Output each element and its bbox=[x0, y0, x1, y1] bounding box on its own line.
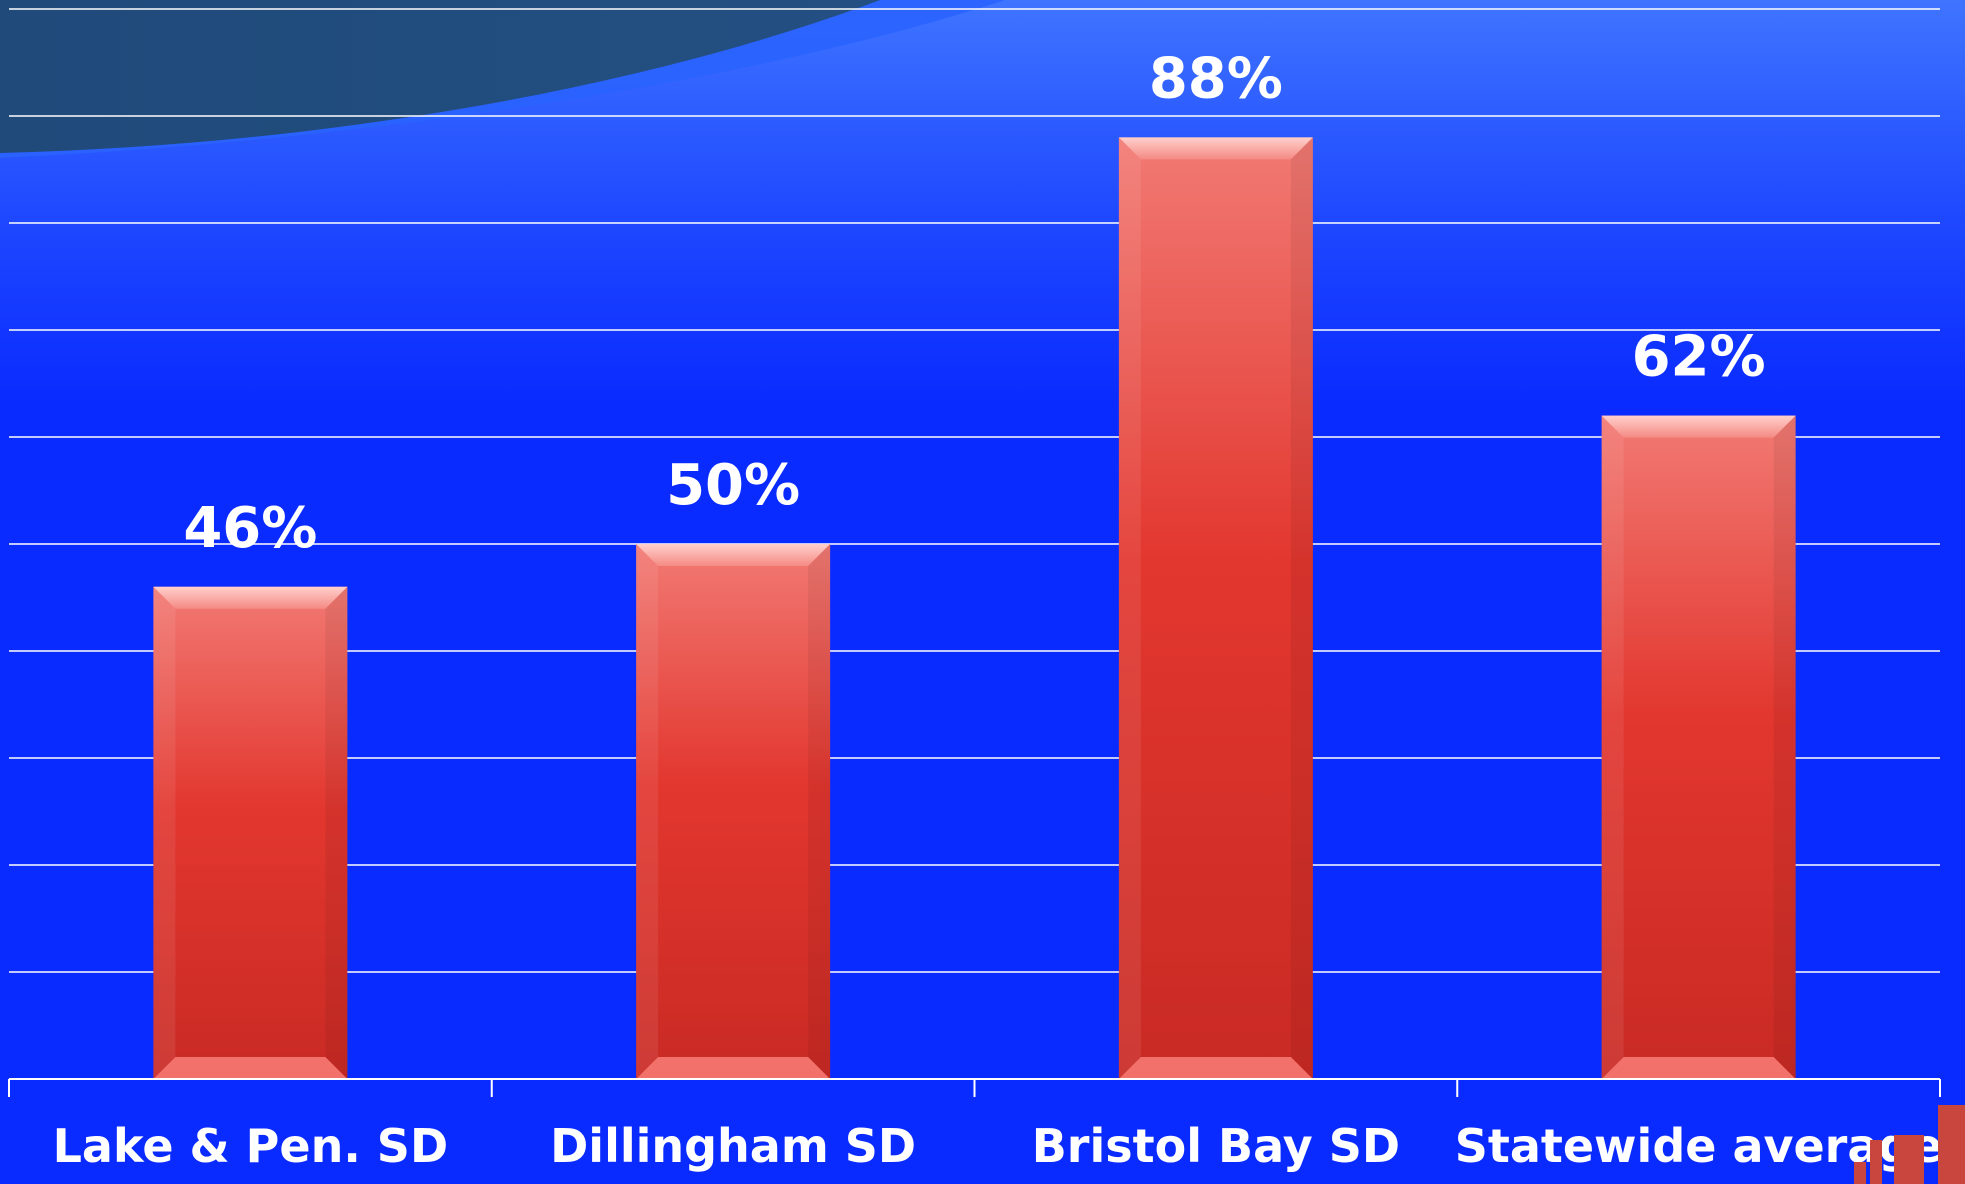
bar-bevel-bottom bbox=[636, 1057, 831, 1079]
category-label: Dillingham SD bbox=[550, 1119, 916, 1173]
bars bbox=[153, 137, 1796, 1080]
value-label: 62% bbox=[1632, 325, 1766, 390]
value-label: 46% bbox=[183, 496, 317, 561]
bar-bevel-left bbox=[1118, 137, 1141, 1079]
value-label: 88% bbox=[1149, 46, 1283, 111]
bar-bevel-top bbox=[1601, 415, 1796, 438]
bar-3 bbox=[1601, 415, 1796, 1080]
bar-bevel-bottom bbox=[153, 1057, 348, 1079]
bar-body bbox=[153, 586, 348, 1079]
decorative-swoosh bbox=[0, 0, 880, 153]
bar-bevel-left bbox=[636, 544, 659, 1079]
bar-2 bbox=[1118, 137, 1313, 1079]
corner-bars-logo bbox=[1854, 1105, 1965, 1184]
bar-bevel-top bbox=[153, 586, 348, 609]
category-label: Statewide average bbox=[1455, 1119, 1943, 1173]
bar-0 bbox=[153, 586, 348, 1079]
bar-bevel-bottom bbox=[1118, 1057, 1313, 1079]
bar-body bbox=[1601, 415, 1796, 1080]
x-axis bbox=[8, 1078, 1941, 1097]
bar-1 bbox=[636, 544, 831, 1079]
bar-bevel-left bbox=[1601, 415, 1624, 1080]
bar-bevel-right bbox=[1290, 137, 1313, 1079]
bar-bevel-left bbox=[153, 586, 176, 1079]
bar-bevel-right bbox=[1773, 415, 1796, 1080]
bar-bevel-top bbox=[636, 544, 831, 566]
bar-bevel-right bbox=[325, 586, 348, 1079]
bar-body bbox=[1118, 137, 1313, 1079]
bar-body bbox=[636, 544, 831, 1079]
bar-bevel-top bbox=[1118, 137, 1313, 160]
category-label: Bristol Bay SD bbox=[1032, 1119, 1400, 1173]
bar-bevel-right bbox=[808, 544, 831, 1079]
category-label: Lake & Pen. SD bbox=[53, 1119, 449, 1173]
labels: 46% Lake & Pen. SD 50% Dillingham SD 88% Bris… bbox=[53, 46, 1943, 1173]
bar-bevel-bottom bbox=[1601, 1057, 1796, 1079]
value-label: 50% bbox=[666, 453, 800, 518]
